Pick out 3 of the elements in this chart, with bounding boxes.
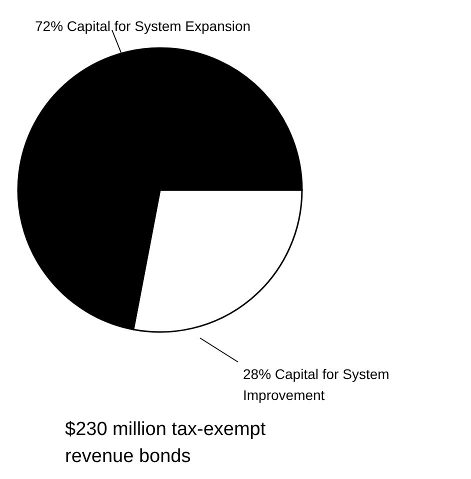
- text: $230 million tax-exempt revenue bonds: [65, 419, 266, 467]
- slice-label: 28% Capital for System Improvement: [243, 366, 390, 403]
- slice-label: 72% Capital for System Expansion: [35, 18, 251, 34]
